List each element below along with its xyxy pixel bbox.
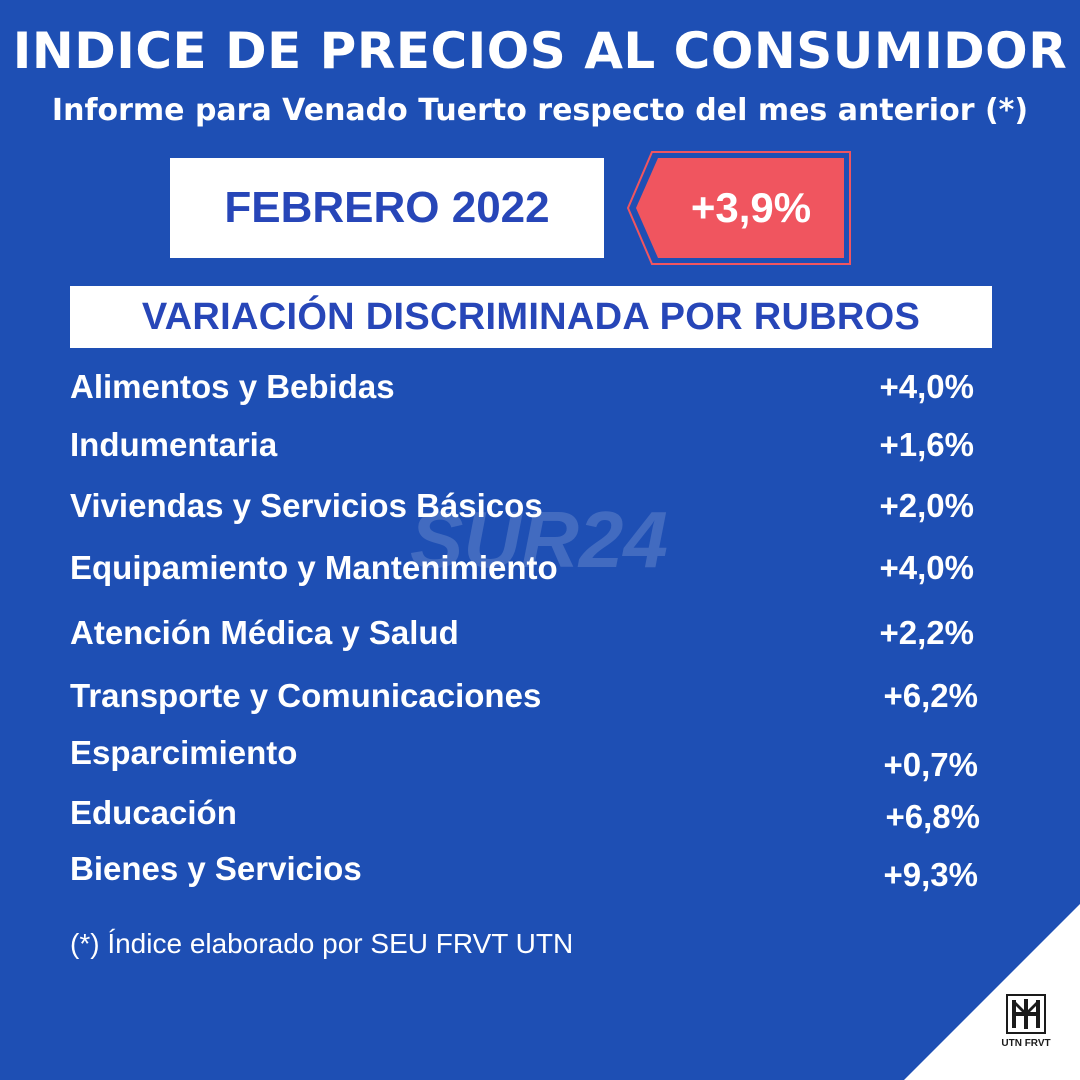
category-row: Esparcimiento +0,7% [70, 734, 980, 784]
category-label: Bienes y Servicios [70, 850, 362, 887]
page-title: INDICE DE PRECIOS AL CONSUMIDOR [12, 22, 1068, 80]
category-value: +9,3% [883, 856, 979, 893]
category-label: Indumentaria [70, 426, 278, 463]
category-row: Bienes y Servicios +9,3% [70, 850, 980, 900]
category-label: Viviendas y Servicios Básicos [70, 487, 543, 524]
watermark: SUR24 [410, 495, 668, 584]
category-row: Educación +6,8% [70, 794, 980, 844]
tag-shape [626, 151, 851, 265]
category-label: Atención Médica y Salud [70, 614, 459, 651]
category-row: Atención Médica y Salud +2,2% [70, 614, 980, 664]
utn-logo-icon [1006, 994, 1046, 1034]
category-row: Equipamiento y Mantenimiento +4,0% [70, 549, 980, 599]
category-value: +0,7% [883, 746, 979, 783]
category-value: +4,0% [879, 368, 975, 405]
category-value: +6,8% [885, 798, 981, 835]
category-label: Educación [70, 794, 237, 831]
section-header: VARIACIÓN DISCRIMINADA POR RUBROS [70, 286, 992, 348]
category-value: +6,2% [883, 677, 979, 714]
category-value: +1,6% [879, 426, 975, 463]
category-row: Alimentos y Bebidas +4,0% [70, 368, 980, 418]
category-value: +2,2% [879, 614, 975, 651]
category-label: Equipamiento y Mantenimiento [70, 549, 558, 586]
period-label: FEBRERO 2022 [224, 183, 550, 232]
page-subtitle: Informe para Venado Tuerto respecto del … [51, 93, 1029, 128]
utn-logo-text: UTN FRVT [1001, 1038, 1051, 1049]
section-title: VARIACIÓN DISCRIMINADA POR RUBROS [141, 295, 921, 338]
footnote: (*) Índice elaborado por SEU FRVT UTN [70, 928, 574, 959]
corner-decoration [904, 904, 1080, 1080]
category-value: +4,0% [879, 549, 975, 586]
utn-logo: UTN FRVT [1000, 994, 1052, 1056]
category-row: Indumentaria +1,6% [70, 426, 980, 476]
category-label: Esparcimiento [70, 734, 298, 771]
total-variation-value: +3,9% [690, 184, 812, 231]
category-label: Alimentos y Bebidas [70, 368, 395, 405]
period-box: FEBRERO 2022 [170, 158, 604, 258]
total-variation-tag: +3,9% [626, 150, 852, 266]
category-label: Transporte y Comunicaciones [70, 677, 542, 714]
category-row: Viviendas y Servicios Básicos +2,0% [70, 487, 980, 537]
category-value: +2,0% [879, 487, 975, 524]
category-row: Transporte y Comunicaciones +6,2% [70, 677, 980, 727]
